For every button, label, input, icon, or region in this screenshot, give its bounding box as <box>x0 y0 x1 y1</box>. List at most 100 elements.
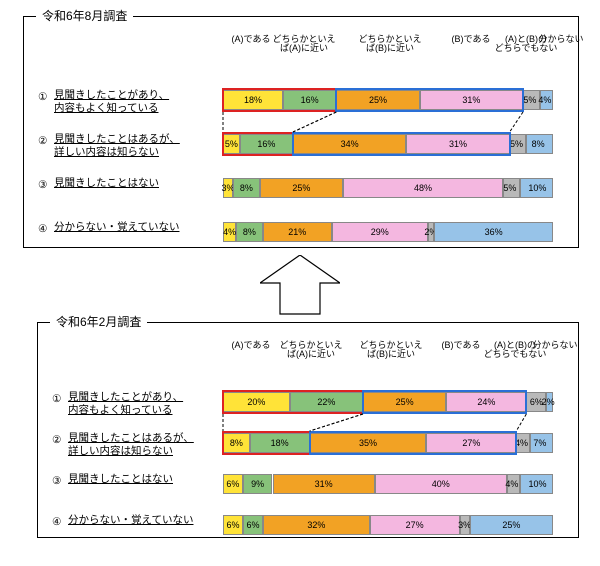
segment-value: 3% <box>461 516 469 534</box>
bar-segment: 8% <box>233 178 260 198</box>
bar-segment: 6% <box>223 515 243 535</box>
column-label: どちらかといえば(A)に近い <box>276 341 346 360</box>
row-label: 見聞きしたことがあり、内容もよく知っている <box>54 89 219 115</box>
row-number: ② <box>52 434 61 446</box>
bar-segment: 16% <box>283 90 336 110</box>
bar-segment: 9% <box>243 474 273 494</box>
segment-value: 3% <box>224 179 232 197</box>
segment-value: 8% <box>224 434 249 452</box>
segment-value: 16% <box>284 91 335 109</box>
bar-segment: 36% <box>434 222 553 242</box>
row-label: 見聞きしたことはない <box>54 177 204 190</box>
bar-segment: 2% <box>428 222 435 242</box>
bar-segment: 4% <box>223 222 236 242</box>
segment-value-outside: 5% <box>503 183 516 193</box>
segment-value: 9% <box>244 475 272 493</box>
column-label: 分からない <box>526 35 596 44</box>
segment-value-outside: 8% <box>532 139 545 149</box>
bar-segment: 3% <box>460 515 470 535</box>
survey-panel: 令和6年2月調査(A)であるどちらかといえば(A)に近いどちらかといえば(B)に… <box>37 322 579 538</box>
segment-value-outside: 10% <box>529 479 547 489</box>
segment-value: 6% <box>224 516 242 534</box>
bar-segment: 25% <box>260 178 343 198</box>
bar-segment: 25% <box>363 392 446 412</box>
bar-segment: 3% <box>223 178 233 198</box>
segment-value: 48% <box>344 179 502 197</box>
bar-segment: 8% <box>236 222 262 242</box>
segment-value: 31% <box>274 475 374 493</box>
segment-value-outside: 4% <box>538 95 551 105</box>
segment-value: 6% <box>244 516 262 534</box>
segment-value: 25% <box>364 393 445 411</box>
row-number: ① <box>52 393 61 405</box>
bar-segment: 18% <box>223 90 283 110</box>
bar-segment: 22% <box>290 392 363 412</box>
row-label: 見聞きしたことがあり、内容もよく知っている <box>68 391 233 417</box>
bar-segment: 27% <box>370 515 460 535</box>
bar-segment: 16% <box>240 134 293 154</box>
segment-value-outside: 4% <box>515 438 528 448</box>
stacked-bar: 6%6%32%27%3%25% <box>223 515 553 535</box>
segment-value: 35% <box>311 434 426 452</box>
panel-title: 令和6年8月調査 <box>36 7 133 24</box>
segment-value: 18% <box>224 91 282 109</box>
bar-segment: 32% <box>263 515 370 535</box>
segment-value: 34% <box>294 135 405 153</box>
bar-segment: 35% <box>310 433 427 453</box>
segment-value: 21% <box>264 223 331 241</box>
segment-value: 29% <box>333 223 427 241</box>
bar-segment: 8% <box>223 433 250 453</box>
bar-segment: 31% <box>273 474 375 494</box>
row-number: ① <box>38 91 47 103</box>
segment-value: 27% <box>371 516 459 534</box>
segment-value: 8% <box>237 223 261 241</box>
segment-value: 20% <box>224 393 289 411</box>
up-arrow <box>260 255 340 315</box>
bar-segment: 6% <box>243 515 263 535</box>
segment-value: 24% <box>447 393 525 411</box>
bar-segment: 18% <box>250 433 310 453</box>
column-label: どちらかといえば(B)に近い <box>355 35 425 54</box>
bar-segment: 31% <box>406 134 509 154</box>
stacked-bar: 6%9%31%40% <box>223 474 553 494</box>
stacked-bar: 20%22%25%24%6% <box>223 392 553 412</box>
bar-segment: 48% <box>343 178 503 198</box>
row-number: ④ <box>52 516 61 528</box>
segment-value-outside: 10% <box>528 183 546 193</box>
bar-segment: 6% <box>223 474 243 494</box>
segment-value-outside: 2% <box>542 397 555 407</box>
segment-value: 25% <box>471 516 552 534</box>
bar-segment: 31% <box>420 90 523 110</box>
bar-segment: 25% <box>336 90 419 110</box>
row-number: ③ <box>52 475 61 487</box>
segment-value: 31% <box>421 91 522 109</box>
segment-value: 6% <box>224 475 242 493</box>
segment-value: 40% <box>376 475 506 493</box>
segment-value: 25% <box>337 91 418 109</box>
panel-title: 令和6年2月調査 <box>50 313 147 330</box>
bar-segment: 24% <box>446 392 526 412</box>
row-label: 分からない・覚えていない <box>68 514 238 527</box>
segment-value: 5% <box>224 135 239 153</box>
bar-segment: 25% <box>470 515 553 535</box>
segment-value: 16% <box>241 135 292 153</box>
bar-segment: 21% <box>263 222 332 242</box>
segment-value-outside: 7% <box>533 438 546 448</box>
column-label: どちらかといえば(A)に近い <box>269 35 339 54</box>
row-label: 見聞きしたことはあるが、詳しい内容は知らない <box>68 432 238 458</box>
row-number: ④ <box>38 223 47 235</box>
column-label: どちらかといえば(B)に近い <box>356 341 426 360</box>
stacked-bar: 8%18%35%27% <box>223 433 553 453</box>
segment-value: 31% <box>407 135 508 153</box>
segment-value: 2% <box>429 223 434 241</box>
row-label: 見聞きしたことはあるが、詳しい内容は知らない <box>54 133 224 159</box>
bar-segment: 20% <box>223 392 290 412</box>
row-number: ② <box>38 135 47 147</box>
segment-value: 32% <box>264 516 369 534</box>
column-label: 分からない <box>520 341 590 350</box>
segment-value: 8% <box>234 179 259 197</box>
bar-segment: 29% <box>332 222 428 242</box>
bar-segment: 5% <box>223 134 240 154</box>
segment-value: 27% <box>427 434 515 452</box>
segment-value: 25% <box>261 179 342 197</box>
